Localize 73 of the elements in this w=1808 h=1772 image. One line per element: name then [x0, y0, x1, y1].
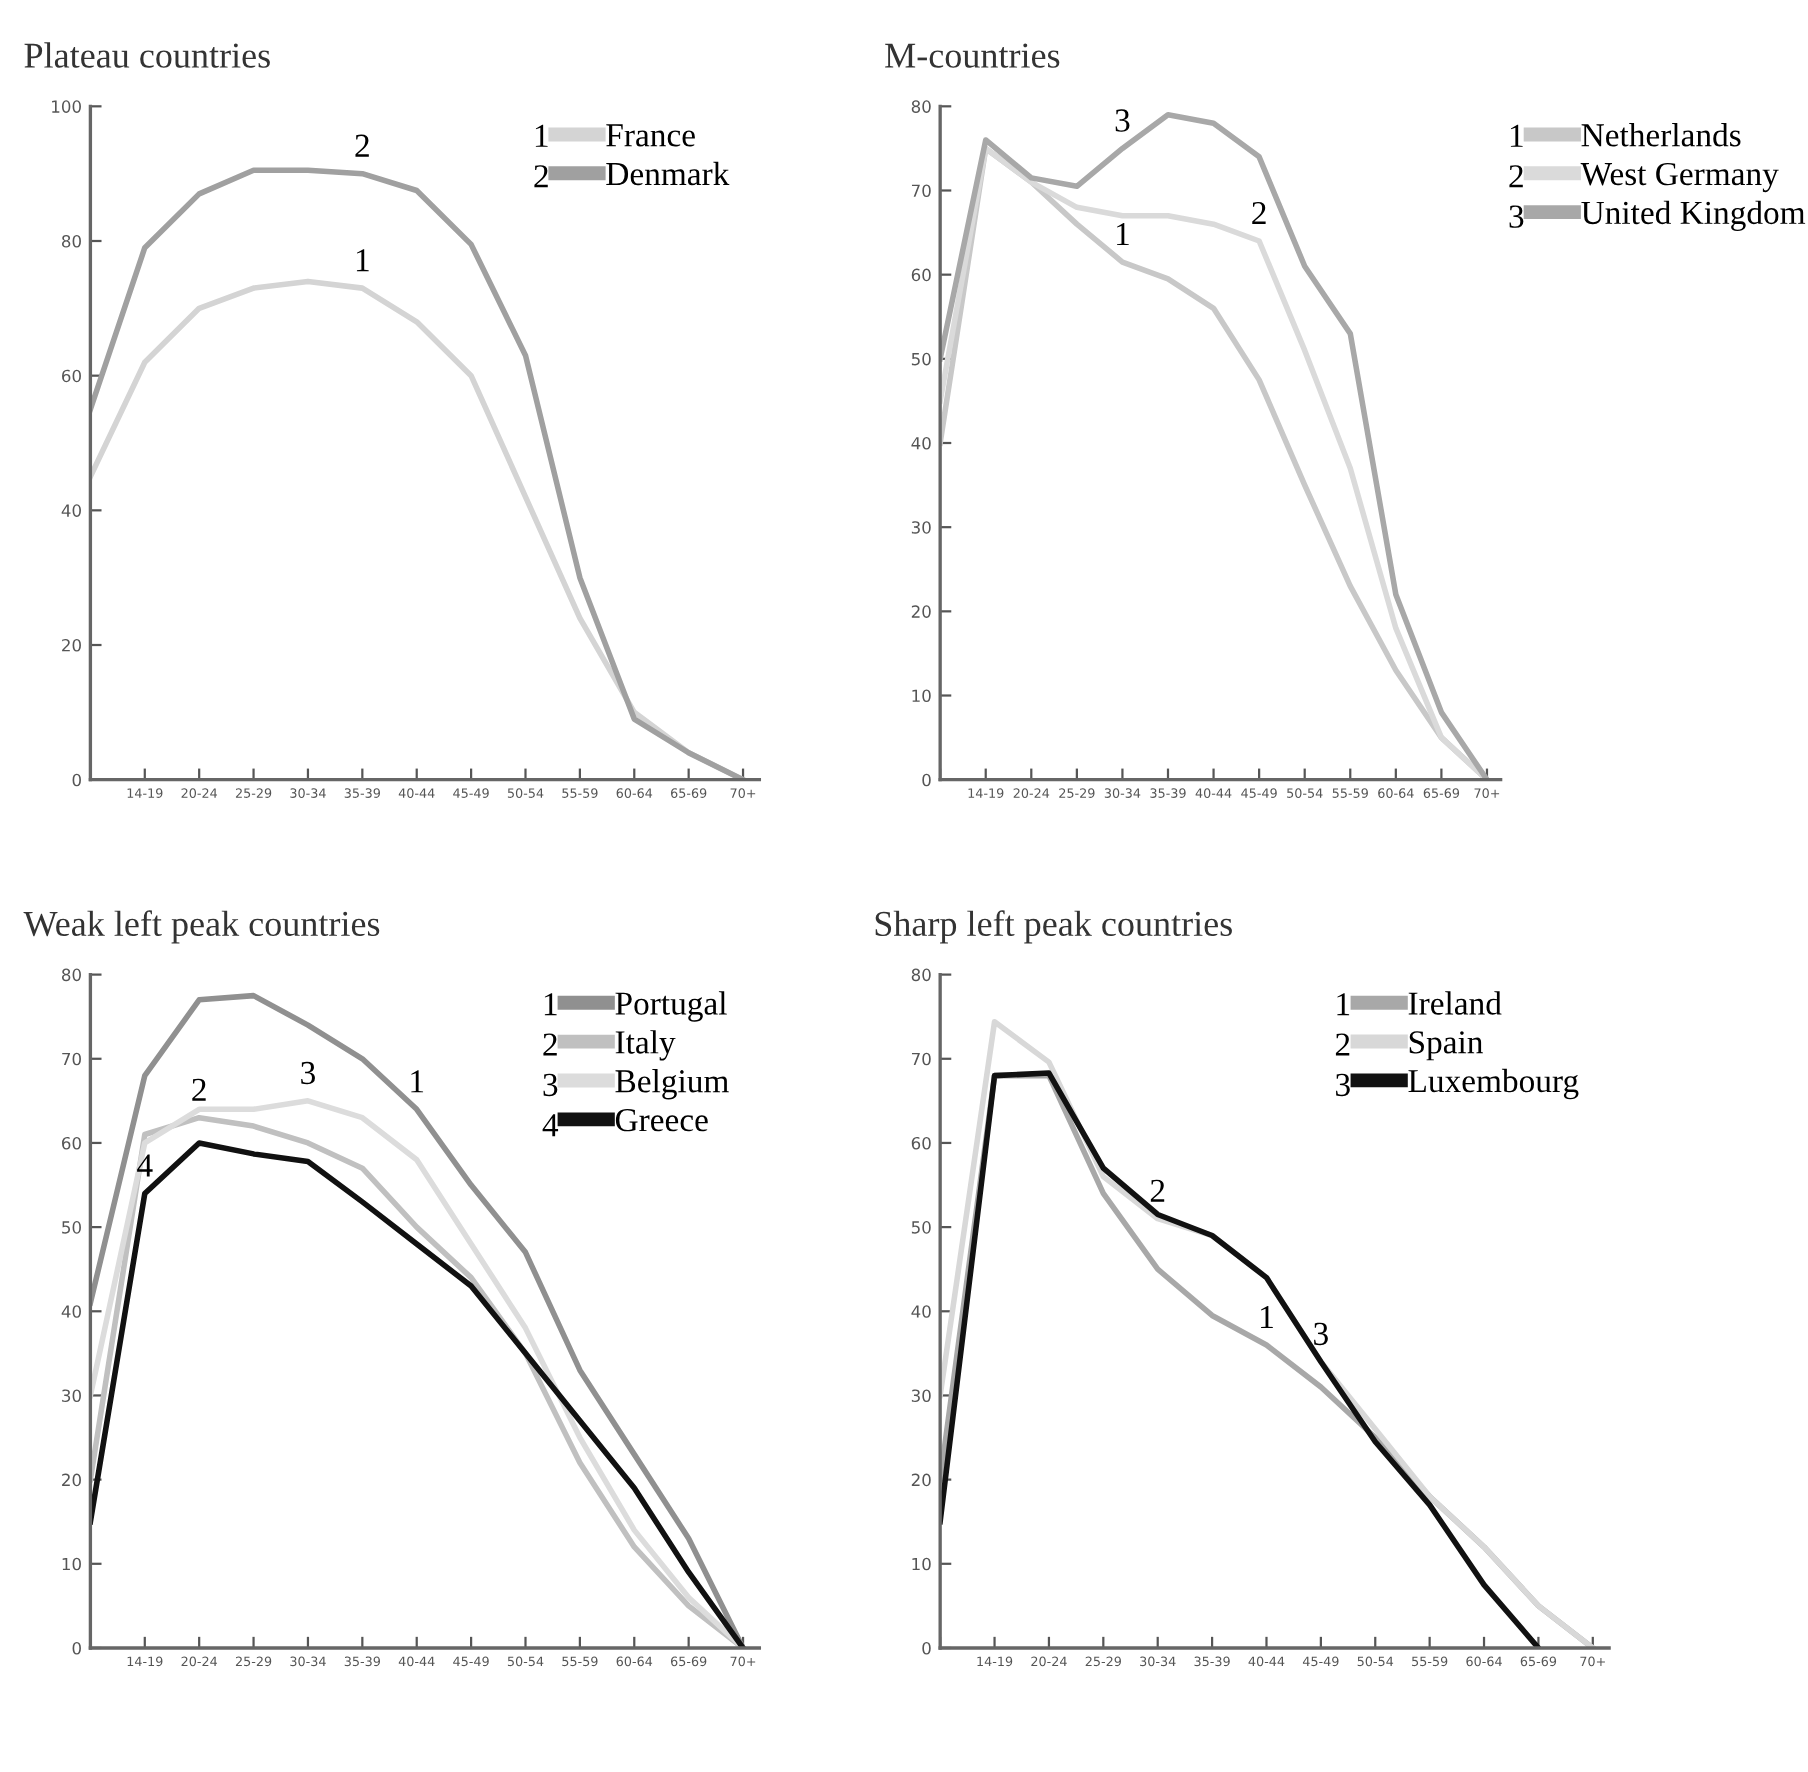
- legend-label: Greece: [615, 1108, 708, 1132]
- y-tick-label: 80: [911, 968, 931, 982]
- y-tick-label: 70: [911, 1052, 931, 1066]
- legend-label: United Kingdom: [1581, 200, 1806, 231]
- y-tick-label: 40: [911, 436, 931, 450]
- annotation: 3: [301, 1061, 315, 1085]
- text: 3: [1509, 205, 1524, 228]
- y-tick-label: 20: [911, 1473, 931, 1487]
- text: 2: [1335, 1033, 1350, 1056]
- y-tick-label: 30: [62, 1389, 81, 1403]
- annotation: 2: [355, 134, 369, 157]
- annotation: 2: [1252, 201, 1266, 225]
- y-tick-label: 40: [911, 1305, 931, 1318]
- text: 4: [542, 1114, 559, 1137]
- annotation: 1: [356, 249, 369, 272]
- chart-title: Plateau countries: [24, 42, 270, 68]
- y-tick-label: 0: [922, 773, 931, 787]
- y-tick-label: 0: [72, 1641, 81, 1655]
- y-tick-label: 80: [61, 234, 81, 248]
- y-tick-label: 80: [911, 100, 931, 113]
- chart-title: M-countries: [885, 43, 1060, 68]
- y-tick-label: 0: [922, 1641, 931, 1655]
- annotation: 3: [1115, 109, 1130, 132]
- y-tick-label: 10: [912, 689, 931, 703]
- y-tick-label: 60: [62, 1136, 81, 1150]
- legend-label: West Germany: [1580, 162, 1779, 193]
- y-tick-label: 50: [62, 1221, 81, 1234]
- chart-title: Weak left peak countries: [23, 910, 380, 944]
- legend-label: Luxembourg: [1408, 1068, 1579, 1100]
- text: 2: [543, 1033, 557, 1056]
- y-tick-label: 60: [911, 1136, 931, 1150]
- y-tick-label: 100: [52, 100, 81, 113]
- y-tick-label: 20: [911, 605, 931, 618]
- y-tick-label: 10: [912, 1557, 931, 1571]
- y-tick-label: 60: [911, 268, 931, 282]
- text: 2: [1509, 165, 1523, 188]
- y-tick-label: 60: [62, 369, 81, 383]
- legend-label: Belgium: [615, 1069, 729, 1100]
- y-tick-label: 40: [61, 1305, 81, 1318]
- y-tick-label: 70: [911, 184, 931, 198]
- legend-label: Denmark: [606, 161, 730, 186]
- text: 1: [1337, 993, 1350, 1016]
- y-tick-label: 30: [911, 1389, 931, 1403]
- legend-label: Spain: [1409, 1031, 1483, 1061]
- y-tick-label: 80: [61, 968, 81, 982]
- text: 3: [1336, 1073, 1350, 1097]
- annotation: 3: [1314, 1322, 1328, 1346]
- y-tick-label: 0: [72, 773, 81, 787]
- annotation: 1: [1261, 1305, 1273, 1328]
- legend-label: Netherlands: [1581, 123, 1741, 147]
- y-tick-label: 10: [62, 1557, 81, 1571]
- legend-label: Italy: [615, 1030, 676, 1061]
- y-tick-label: 50: [911, 352, 931, 366]
- text: 3: [543, 1073, 558, 1097]
- y-tick-label: 30: [911, 521, 931, 534]
- legend-label: Ireland: [1408, 991, 1502, 1015]
- annotation: 1: [411, 1070, 424, 1093]
- y-tick-label: 70: [62, 1052, 81, 1066]
- text: 1: [544, 993, 557, 1016]
- y-tick-label: 20: [62, 1473, 81, 1487]
- annotation: 1: [1117, 223, 1129, 246]
- chart-title: Sharp left peak countries: [875, 910, 1232, 944]
- annotation: 4: [137, 1154, 153, 1177]
- y-tick-label: 40: [61, 504, 81, 517]
- legend-label: France: [606, 124, 695, 147]
- text: 1: [1510, 124, 1523, 147]
- annotation: 2: [192, 1078, 206, 1101]
- legend-label: Portugal: [615, 991, 727, 1022]
- text: 2: [534, 165, 548, 188]
- annotation: 2: [1150, 1179, 1165, 1202]
- y-tick-label: 20: [62, 638, 81, 652]
- y-tick-label: 50: [911, 1221, 931, 1234]
- text: 1: [535, 124, 548, 147]
